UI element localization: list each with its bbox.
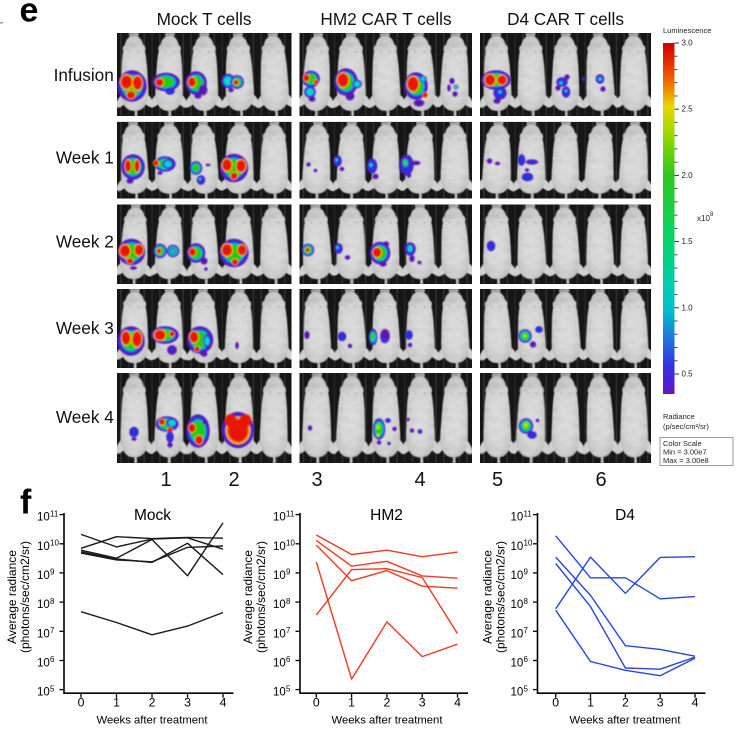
svg-text:HM2: HM2 [370,507,403,524]
svg-text:Infusion: Infusion [54,65,114,85]
svg-text:10: 10 [37,570,50,582]
svg-text:(photons/sec/cm2/sr): (photons/sec/cm2/sr) [18,541,32,653]
svg-text:Average radiance: Average radiance [241,550,255,644]
svg-text:3: 3 [419,696,426,710]
svg-text:10: 10 [273,658,286,670]
svg-text:6: 6 [50,655,55,664]
svg-text:Weeks after treatment: Weeks after treatment [332,715,444,727]
svg-text:1: 1 [348,696,355,710]
svg-text:11: 11 [50,509,59,518]
svg-text:8: 8 [286,597,291,606]
svg-text:10: 10 [37,599,50,611]
svg-text:6: 6 [595,469,606,491]
svg-text:(photons/sec/cm2/sr): (photons/sec/cm2/sr) [494,541,508,653]
svg-text:1: 1 [160,469,171,491]
svg-text:Max = 3.00e8: Max = 3.00e8 [663,456,709,465]
svg-text:Weeks after treatment: Weeks after treatment [97,715,209,727]
svg-text:10: 10 [50,539,59,548]
svg-text:11: 11 [286,509,295,518]
svg-text:4: 4 [414,469,425,491]
svg-text:10: 10 [286,539,295,548]
svg-text:HM2 CAR T cells: HM2 CAR T cells [320,9,451,29]
svg-text:10: 10 [273,570,286,582]
svg-text:Week 2: Week 2 [56,231,114,251]
svg-text:1.5: 1.5 [682,237,694,246]
svg-text:Mock T cells: Mock T cells [157,9,252,29]
svg-text:Week 1: Week 1 [56,147,114,167]
svg-text:10: 10 [273,512,286,524]
svg-text:10: 10 [37,658,50,670]
svg-text:10: 10 [524,539,533,548]
svg-text:9: 9 [286,568,291,577]
svg-text:9: 9 [50,568,55,577]
svg-text:D4 CAR T cells: D4 CAR T cells [507,9,624,29]
svg-text:4: 4 [454,696,461,710]
svg-text:10: 10 [273,599,286,611]
svg-text:2: 2 [149,696,156,710]
svg-text:0: 0 [552,696,559,710]
svg-text:2: 2 [622,696,629,710]
svg-text:5: 5 [524,684,529,693]
svg-text:Color Scale: Color Scale [663,439,702,448]
svg-text:10: 10 [273,628,286,640]
svg-text:10: 10 [511,541,524,553]
svg-text:Weeks after treatment: Weeks after treatment [570,715,682,727]
svg-text:Average radiance: Average radiance [5,550,19,644]
svg-text:e: e [20,0,39,30]
svg-text:3.0: 3.0 [682,39,694,48]
svg-text:5: 5 [50,684,55,693]
svg-text:3: 3 [657,696,664,710]
svg-text:7: 7 [286,626,291,635]
svg-text:10: 10 [37,628,50,640]
svg-text:10: 10 [511,599,524,611]
svg-text:8: 8 [50,597,55,606]
svg-text:0.5: 0.5 [682,370,694,379]
svg-text:(photons/sec/cm2/sr): (photons/sec/cm2/sr) [254,541,268,653]
svg-text:7: 7 [524,626,529,635]
svg-text:10: 10 [37,512,50,524]
svg-text:10: 10 [37,541,50,553]
svg-text:4: 4 [692,696,699,710]
svg-text:0: 0 [78,696,85,710]
svg-text:Mock: Mock [134,507,171,524]
svg-text:6: 6 [286,655,291,664]
svg-text:D4: D4 [615,507,635,524]
svg-text:(p/sec/cm²/sr): (p/sec/cm²/sr) [663,422,709,431]
svg-text:Radiance: Radiance [663,412,695,421]
svg-text:x10: x10 [697,214,710,223]
svg-text:Week 4: Week 4 [56,407,114,427]
svg-text:6: 6 [524,655,529,664]
svg-text:2: 2 [228,469,239,491]
svg-text:3: 3 [311,469,322,491]
svg-text:8: 8 [710,212,714,218]
svg-text:4: 4 [220,696,227,710]
svg-text:10: 10 [511,687,524,699]
svg-text:Week 3: Week 3 [56,318,114,338]
svg-text:Min = 3.00e7: Min = 3.00e7 [663,448,707,457]
svg-text:10: 10 [273,687,286,699]
svg-text:10: 10 [511,512,524,524]
svg-text:9: 9 [524,568,529,577]
svg-text:5: 5 [492,469,503,491]
svg-text:10: 10 [37,687,50,699]
svg-text:0: 0 [313,696,320,710]
svg-text:2: 2 [383,696,390,710]
svg-text:11: 11 [524,509,533,518]
svg-text:10: 10 [511,628,524,640]
svg-text:Average radiance: Average radiance [481,550,495,644]
svg-text:3: 3 [184,696,191,710]
svg-text:1: 1 [587,696,594,710]
svg-text:7: 7 [50,626,55,635]
svg-text:10: 10 [511,570,524,582]
svg-text:10: 10 [511,658,524,670]
svg-text:1.0: 1.0 [682,303,694,312]
svg-text:f: f [20,484,32,522]
svg-text:10: 10 [273,541,286,553]
svg-text:5: 5 [286,684,291,693]
svg-text:Luminescence: Luminescence [663,26,711,35]
svg-text:1: 1 [113,696,120,710]
svg-text:2.0: 2.0 [682,171,694,180]
svg-text:2.5: 2.5 [682,105,694,114]
svg-text:8: 8 [524,597,529,606]
